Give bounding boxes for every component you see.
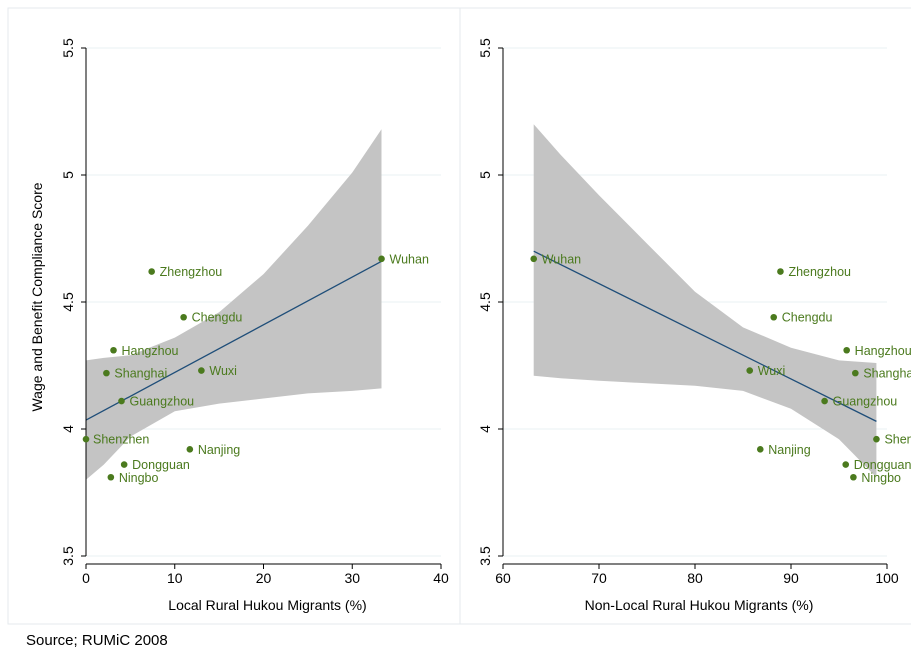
x-tick-label: 10 — [167, 570, 183, 586]
y-tick-label: 3.5 — [477, 546, 493, 566]
confidence-band — [86, 129, 382, 480]
x-tick-label: 30 — [344, 570, 360, 586]
point-label: Ningbo — [861, 471, 901, 485]
x-tick-label: 60 — [495, 570, 511, 586]
data-point — [843, 346, 850, 354]
source-note: Source; RUMiC 2008 — [26, 632, 168, 649]
confidence-band — [533, 124, 877, 478]
data-point — [777, 268, 784, 275]
point-label: Shenzhen — [93, 433, 149, 447]
point-label: Zhengzhou — [788, 265, 851, 279]
y-tick-label: 5.5 — [60, 38, 76, 58]
x-tick-label: 40 — [433, 570, 449, 586]
data-point — [180, 313, 187, 321]
x-tick-label: 20 — [256, 570, 272, 586]
fit-line — [85, 260, 382, 421]
point-label: Nanjing — [198, 443, 240, 457]
fit-line — [533, 250, 877, 422]
left-scatter-panel: 3.5 4 4.5 5 5.5 0 10 20 30 40 Local Rural Hukou Mi… — [7, 7, 461, 625]
y-tick-label: 4.5 — [477, 292, 493, 312]
x-tick-label: 90 — [783, 570, 799, 586]
y-axis-title: Wage and Benefit Compliance Score — [29, 182, 45, 411]
x-tick-label: 70 — [591, 570, 607, 586]
data-point — [530, 255, 538, 263]
point-label: Guangzhou — [833, 395, 898, 409]
y-tick-label: 4 — [60, 425, 76, 433]
data-point — [873, 435, 880, 443]
point-label: Wuxi — [758, 364, 786, 378]
point-label: Shanghai — [863, 367, 911, 381]
point-label: Wuxi — [209, 364, 237, 378]
point-label: Wuhan — [390, 252, 429, 266]
data-point — [852, 369, 859, 377]
y-tick-label: 4.5 — [60, 292, 76, 312]
point-label: Hangzhou — [855, 344, 911, 358]
y-tick-label: 5 — [477, 171, 493, 179]
y-tick-label: 5.5 — [477, 38, 493, 58]
data-point — [103, 369, 110, 377]
data-point — [821, 397, 828, 405]
point-label: Wuhan — [542, 252, 581, 266]
point-label: Shenzhen — [884, 433, 911, 447]
data-point — [770, 313, 778, 321]
data-point — [850, 473, 857, 481]
point-label: Shanghai — [114, 367, 167, 381]
data-point — [378, 255, 385, 263]
data-point — [120, 461, 128, 468]
y-tick-label: 3.5 — [60, 546, 76, 566]
data-point — [118, 397, 125, 405]
data-point — [110, 346, 117, 354]
y-tick-label: 4 — [477, 425, 493, 433]
x-axis-title: Local Rural Hukou Migrants (%) — [168, 597, 366, 613]
x-tick-label: 80 — [687, 570, 703, 586]
point-label: Guangzhou — [130, 395, 195, 409]
figure: 3.5 4 4.5 5 5.5 0 10 20 30 40 Local Rural Hukou Mi… — [7, 7, 911, 625]
point-label: Dongguan — [132, 458, 190, 472]
x-axis-title: Non-Local Rural Hukou Migrants (%) — [585, 597, 814, 613]
data-point — [198, 367, 205, 374]
right-scatter-panel: 3.5 4 4.5 5 5.5 60 70 80 90 100 Non-Local Rural Hu… — [459, 7, 911, 625]
data-point — [186, 446, 194, 453]
point-label: Hangzhou — [122, 344, 179, 358]
point-label: Zhengzhou — [160, 265, 223, 279]
data-point — [82, 435, 90, 443]
point-label: Ningbo — [119, 471, 159, 485]
x-tick-label: 100 — [875, 570, 899, 586]
point-label: Nanjing — [768, 443, 810, 457]
data-point — [148, 268, 155, 275]
point-label: Chengdu — [192, 311, 243, 325]
data-point — [756, 446, 764, 453]
data-point — [842, 461, 850, 468]
data-point — [746, 367, 754, 374]
point-label: Chengdu — [782, 311, 833, 325]
data-point — [107, 473, 115, 481]
x-tick-label: 0 — [82, 570, 90, 586]
y-tick-label: 5 — [60, 171, 76, 179]
point-label: Dongguan — [854, 458, 911, 472]
